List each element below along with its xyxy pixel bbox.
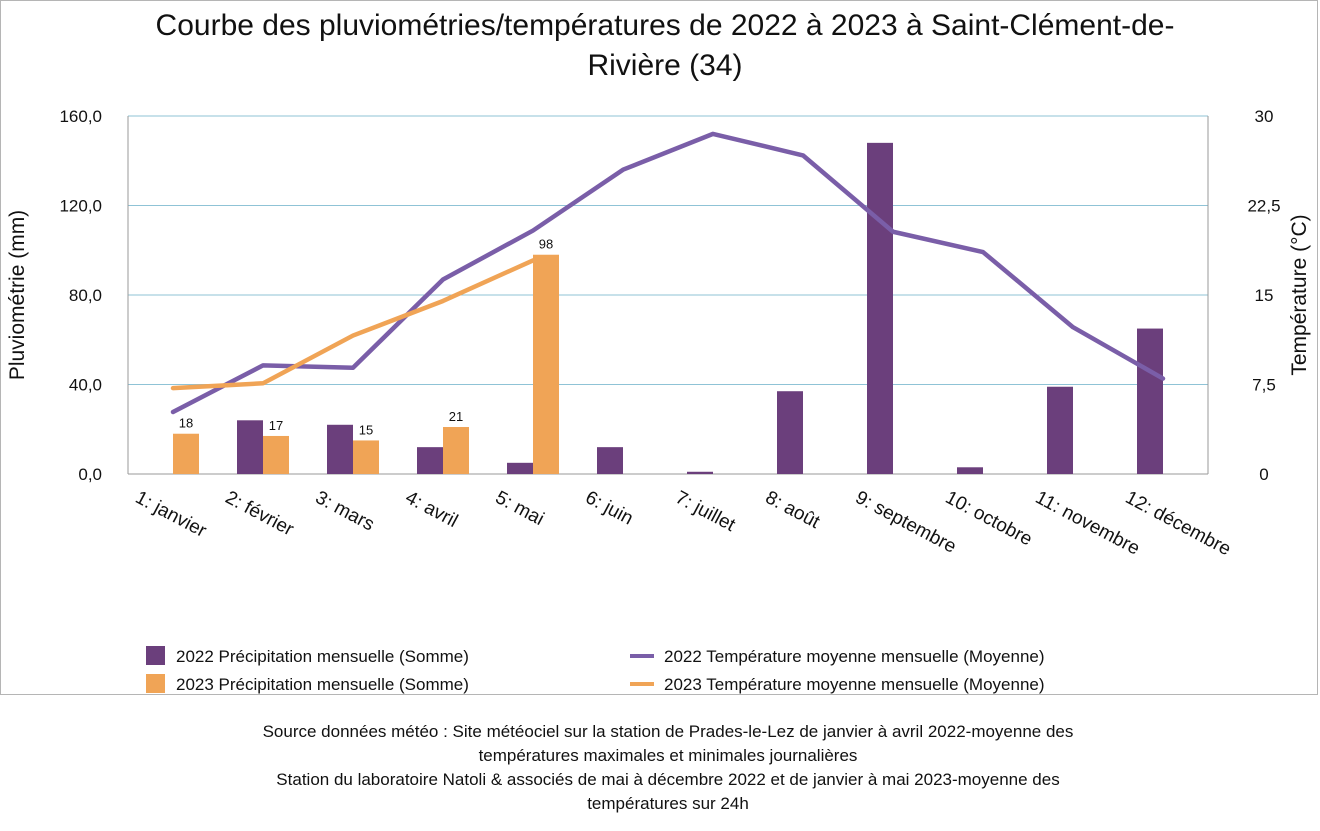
y-tick-label: 160,0 <box>59 107 102 126</box>
x-tick-label: 7: juillet <box>672 487 739 536</box>
bar <box>867 142 893 474</box>
x-tick-label: 5: mai <box>492 487 548 530</box>
legend-label: 2022 Température moyenne mensuelle (Moye… <box>664 647 1045 666</box>
y2-tick-label: 22,5 <box>1247 197 1280 216</box>
bar <box>263 435 289 474</box>
chart-frame <box>0 0 1318 695</box>
series-line <box>170 258 536 391</box>
source-note-line-3: Station du laboratoire Natoli & associés… <box>276 770 1060 789</box>
bar <box>1047 386 1073 474</box>
bar <box>687 471 713 474</box>
x-tick-label: 8: août <box>762 487 824 533</box>
y-tick-label: 0,0 <box>78 465 102 484</box>
x-tick-label: 12: décembre <box>1122 487 1234 560</box>
x-tick-label: 2: février <box>222 487 298 541</box>
source-note-line-1: Source données météo : Site météociel su… <box>262 722 1074 741</box>
legend-label: 2023 Température moyenne mensuelle (Moye… <box>664 675 1045 694</box>
axis-layer: 0,0 40,0 80,0 120,0 160,0 0 7,5 15 22,5 30 1: janv… <box>6 107 1311 560</box>
bar <box>173 433 199 474</box>
bar <box>417 447 443 474</box>
bar <box>443 427 469 474</box>
y-tick-label: 80,0 <box>69 286 102 305</box>
bar <box>1137 328 1163 474</box>
source-note-line-4: températures sur 24h <box>587 794 749 813</box>
grid-layer <box>127 115 1209 475</box>
label-layer: 18 17 15 21 98 <box>179 237 553 438</box>
chart-title: Courbe des pluviométries/températures de… <box>155 9 1175 82</box>
x-tick-label: 1: janvier <box>132 487 211 542</box>
legend-swatch <box>146 646 165 665</box>
y-tick-label: 120,0 <box>59 197 102 216</box>
y-axis-title: Pluviométrie (mm) <box>6 210 29 380</box>
legend-layer: 2022 Précipitation mensuelle (Somme) 2023… <box>146 646 1045 694</box>
source-note-line-2: températures maximales et minimales jour… <box>478 746 858 765</box>
source-note: Source données météo : Site météociel su… <box>100 720 1236 816</box>
y2-tick-label: 30 <box>1255 107 1274 126</box>
x-tick-label: 6: juin <box>582 487 637 529</box>
data-label: 15 <box>359 422 373 437</box>
bar <box>237 420 263 474</box>
bar <box>597 447 623 474</box>
y-tick-label: 40,0 <box>69 376 102 395</box>
line-layer <box>170 131 1166 415</box>
data-label: 18 <box>179 416 193 431</box>
bar <box>327 424 353 474</box>
legend-label: 2023 Précipitation mensuelle (Somme) <box>176 675 469 694</box>
y2-axis-title: Température (°C) <box>1288 214 1311 375</box>
data-label: 17 <box>269 418 283 433</box>
y2-tick-label: 7,5 <box>1252 376 1276 395</box>
bar <box>533 254 559 474</box>
bar <box>777 391 803 474</box>
data-label: 98 <box>539 237 553 252</box>
data-label: 21 <box>449 409 463 424</box>
legend-label: 2022 Précipitation mensuelle (Somme) <box>176 647 469 666</box>
bar <box>957 467 983 474</box>
bar <box>353 440 379 474</box>
series-line <box>170 131 1166 415</box>
x-tick-label: 4: avril <box>402 487 461 532</box>
y2-tick-label: 0 <box>1259 465 1268 484</box>
x-tick-label: 3: mars <box>312 487 378 535</box>
chart-svg: 18 17 15 21 98 0,0 40,0 80,0 120,0 160,0 0 7,5 15 22… <box>6 107 1311 694</box>
legend-swatch <box>146 674 165 693</box>
bar <box>507 462 533 474</box>
y2-tick-label: 15 <box>1255 286 1274 305</box>
x-tick-label: 9: septembre <box>852 487 960 558</box>
bar-layer <box>173 142 1163 474</box>
